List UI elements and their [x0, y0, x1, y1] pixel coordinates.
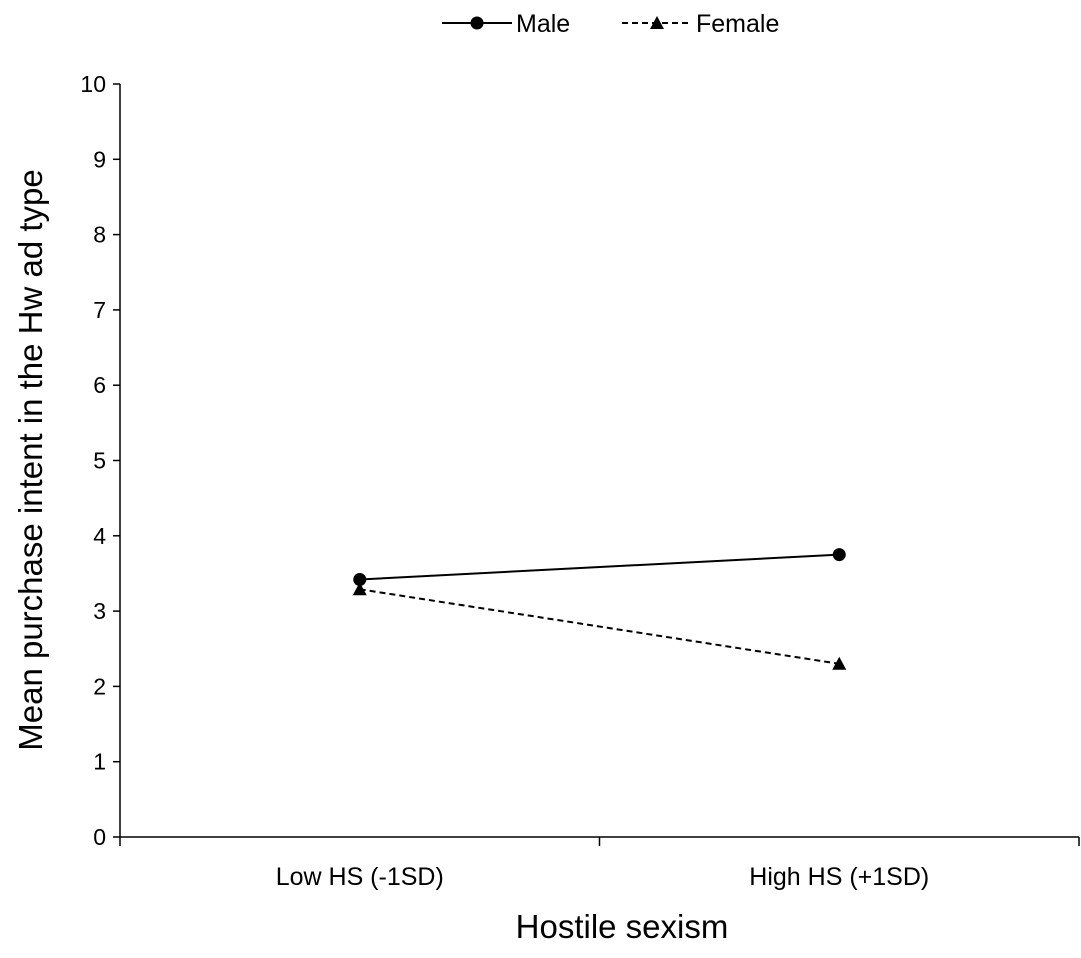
point-circle: [470, 16, 484, 30]
point-circle: [832, 548, 846, 562]
legend-item-female: Female: [622, 10, 779, 38]
y-tick-label: 6: [93, 372, 106, 398]
x-tick-label: High HS (+1SD): [749, 863, 929, 891]
legend-item-male: Male: [442, 10, 570, 38]
legend-label: Male: [516, 10, 570, 38]
point-circle: [353, 572, 367, 586]
legend: Male Female: [442, 10, 779, 38]
y-tick-label: 2: [93, 673, 106, 699]
y-axis: 0 1 2 3 4 5 6 7 8 9 10: [80, 71, 121, 850]
series-female: [352, 582, 847, 670]
series-layer: [352, 548, 847, 670]
x-tick-label: Low HS (-1SD): [276, 863, 444, 891]
legend-label: Female: [696, 10, 779, 38]
y-tick-label: 10: [80, 71, 106, 97]
y-tick-label: 8: [93, 222, 106, 248]
y-axis-title: Mean purchase intent in the Hw ad type: [12, 169, 49, 751]
x-axis-title: Hostile sexism: [516, 908, 729, 945]
point-triangle: [650, 16, 664, 29]
series-line-female: [359, 588, 840, 665]
y-tick-label: 7: [93, 297, 106, 323]
y-tick-label: 1: [93, 749, 106, 775]
series-line-male: [359, 553, 840, 581]
y-tick-label: 0: [93, 824, 106, 850]
y-tick-label: 3: [93, 598, 106, 624]
x-axis: Low HS (-1SD) High HS (+1SD): [119, 836, 1080, 891]
series-male: [353, 548, 846, 586]
y-tick-label: 9: [93, 146, 106, 172]
point-triangle: [832, 656, 847, 670]
point-triangle: [352, 582, 367, 596]
y-tick-label: 4: [93, 523, 106, 549]
y-tick-label: 5: [93, 448, 106, 474]
